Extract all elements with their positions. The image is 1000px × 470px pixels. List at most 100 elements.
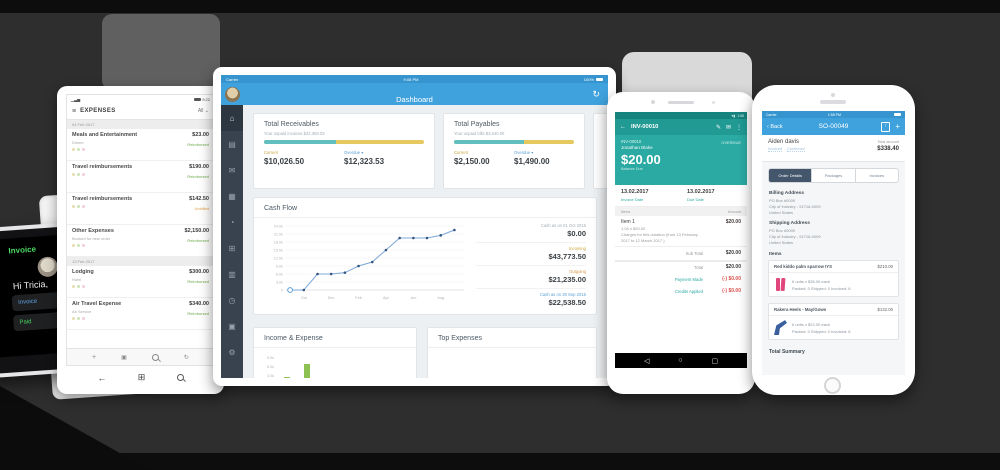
- hamburger-icon[interactable]: ≡: [72, 107, 77, 115]
- overdue-label[interactable]: Overdue ▾: [344, 150, 364, 155]
- invoice-line-item[interactable]: Item 1 1.04 x $20.00 Charges for this du…: [615, 216, 747, 248]
- axis-tick-label: 6.0k: [266, 365, 274, 369]
- order-item-card[interactable]: Red kiddo palm sparrow IYS $210.00 6 uni…: [768, 260, 899, 298]
- expense-row[interactable]: Travel reimbursements $142.50 Unbilled: [67, 193, 214, 225]
- billing-address-block: Billing Address PO Box #0009 City of Indu…: [762, 188, 905, 221]
- incoming-label: Incoming: [569, 246, 586, 251]
- income-expense-bar-chart: 9.0k 6.0k 3.0k: [260, 350, 410, 378]
- cashflow-card: Cash Flow 24.0k 21.0k 18.0k 15.0k 12.0k 9.0k 6…: [253, 197, 597, 315]
- customer-name: Aiden davis: [768, 139, 800, 145]
- items-table-header: Items Amount: [615, 207, 747, 216]
- add-icon[interactable]: +: [895, 122, 900, 131]
- windows-search-button[interactable]: [176, 374, 184, 381]
- expense-row[interactable]: Other Expenses Booked for new order $2,1…: [67, 225, 214, 257]
- expense-row[interactable]: Air Travel Expense Air Service $340.00 R…: [67, 298, 214, 330]
- sidebar-item-reports[interactable]: ▣: [221, 313, 243, 339]
- receivables-card: Total Receivables Your unpaid invoices $…: [253, 113, 435, 189]
- expense-sub: Dinner: [72, 140, 84, 145]
- tag-dot: [82, 148, 85, 151]
- tag-dot: [82, 317, 85, 320]
- expense-status: Reimbursed: [187, 238, 209, 243]
- settings-icon: ⚙: [228, 347, 236, 357]
- svg-text:0: 0: [281, 288, 283, 292]
- expense-name: Travel reimbursements: [72, 196, 133, 202]
- item-quantity: 6 units x $22.00 each: [792, 321, 831, 327]
- svg-text:Dec: Dec: [328, 296, 335, 300]
- edit-icon[interactable]: ✎: [715, 124, 721, 131]
- carrier-label: Carrier: [766, 112, 777, 117]
- share-icon[interactable]: ↑: [881, 121, 891, 132]
- customer-summary: Aiden davis Invoiced Confirmed Total amou…: [762, 135, 905, 162]
- tab-invoices[interactable]: Invoices: [854, 169, 898, 182]
- android-recents-button[interactable]: ▢: [711, 357, 719, 365]
- svg-text:Oct: Oct: [301, 296, 308, 300]
- tab-order-details[interactable]: Order Details: [769, 169, 812, 182]
- expense-row[interactable]: Meals and Entertainment Dinner $23.00 Re…: [67, 129, 214, 161]
- status-tag[interactable]: Invoiced: [768, 147, 783, 152]
- overdue-amount: $12,323.53: [344, 157, 385, 166]
- sidebar-item-timesheet[interactable]: ◷: [221, 287, 243, 313]
- date-group-header: 13 Feb 2017: [67, 257, 214, 266]
- sidebar-item-contacts[interactable]: ▤: [221, 131, 243, 157]
- billing-address-label: Billing Address: [769, 191, 805, 196]
- sidebar-item-home[interactable]: ⌂: [221, 105, 243, 131]
- address-line: United States: [769, 239, 794, 245]
- sidebar-item-settings[interactable]: ⚙: [221, 339, 243, 365]
- sidebar-item-bills[interactable]: ▥: [221, 261, 243, 287]
- address-line: PO Box #0009: [769, 198, 796, 203]
- expense-row[interactable]: Travel reimbursements $190.00 Reimbursed: [67, 161, 214, 193]
- expense-row[interactable]: Lodging Hotel $300.00 Reimbursed: [67, 266, 214, 298]
- expenses-toolbar: + ▣ ↻: [67, 348, 214, 365]
- invoice-dates: 13.02.2017 Invoice Date 13.02.2017 Due D…: [615, 185, 747, 207]
- expense-amount: $142.50: [189, 196, 209, 202]
- sidebar-item-invoices[interactable]: ▦: [221, 183, 243, 209]
- mail-icon[interactable]: ✉: [725, 124, 731, 131]
- salesorder-title: SO-00049: [818, 123, 849, 130]
- payables-card: Total Payables Your unpaid bills $3,640.…: [443, 113, 585, 189]
- expense-tags: [72, 317, 209, 320]
- android-back-button[interactable]: ◁: [643, 357, 650, 365]
- order-item-card[interactable]: Rakera Heels - May/Gown $132.00 6 units …: [768, 303, 899, 341]
- incoming-amount: $43,773.50: [548, 252, 586, 261]
- back-button[interactable]: ‹ Back: [767, 123, 783, 130]
- page-title: EXPENSES: [80, 108, 116, 114]
- current-amount: $10,026.50: [264, 157, 305, 166]
- sidebar-item-expenses[interactable]: ⊞: [221, 235, 243, 261]
- items-section-label: Items: [769, 252, 782, 258]
- address-line: City of Industry - 91716-0009: [769, 204, 821, 210]
- android-status-bar: ▾▮ 1:58: [615, 112, 747, 119]
- receipt-image-button[interactable]: ▣: [121, 354, 127, 361]
- search-icon[interactable]: [151, 353, 159, 361]
- status-tag[interactable]: Confirmed: [787, 147, 805, 152]
- total-row-value: $20.00: [725, 264, 741, 271]
- expense-status: Reimbursed: [187, 142, 209, 147]
- svg-text:3.0k: 3.0k: [276, 280, 283, 284]
- cashflow-line-chart: 24.0k 21.0k 18.0k 15.0k 12.0k 9.0k 6.0k 3.0k 0 Oc…: [274, 224, 464, 300]
- back-arrow-icon[interactable]: ←: [620, 124, 626, 130]
- android-home-button[interactable]: ○: [678, 357, 683, 364]
- avatar[interactable]: [225, 86, 240, 102]
- estimates-icon: ✉: [228, 165, 236, 175]
- filter-dropdown[interactable]: All ⌄: [197, 108, 209, 114]
- sidebar-item-estimates[interactable]: ✉: [221, 157, 243, 183]
- refresh-icon[interactable]: ↻: [592, 88, 600, 99]
- windows-start-button[interactable]: ⊞: [137, 372, 146, 382]
- item-quantity: 6 units x $35.00 each: [792, 278, 831, 284]
- overflow-menu-icon[interactable]: ⋮: [736, 124, 742, 131]
- back-button[interactable]: ←: [97, 372, 107, 383]
- overdue-label[interactable]: Overdue ▾: [514, 150, 534, 155]
- svg-text:18.0k: 18.0k: [274, 240, 283, 244]
- iphone-home-button[interactable]: [824, 377, 841, 394]
- add-expense-button[interactable]: +: [92, 353, 97, 361]
- status-time: 9:08 PM: [403, 76, 419, 82]
- invoice-title: INV-00010: [631, 124, 659, 130]
- refresh-icon[interactable]: ↻: [183, 354, 189, 361]
- battery-icon: [596, 77, 603, 81]
- status-time: 1:58 PM: [827, 112, 841, 117]
- items-header: Items: [621, 209, 631, 214]
- sidebar-item-retainers[interactable]: ◔: [221, 209, 243, 235]
- tab-packages[interactable]: Packages: [811, 169, 854, 182]
- expense-sub: Air Service: [72, 309, 92, 314]
- outgoing-label: Outgoing: [569, 269, 586, 274]
- svg-text:Feb: Feb: [355, 296, 362, 300]
